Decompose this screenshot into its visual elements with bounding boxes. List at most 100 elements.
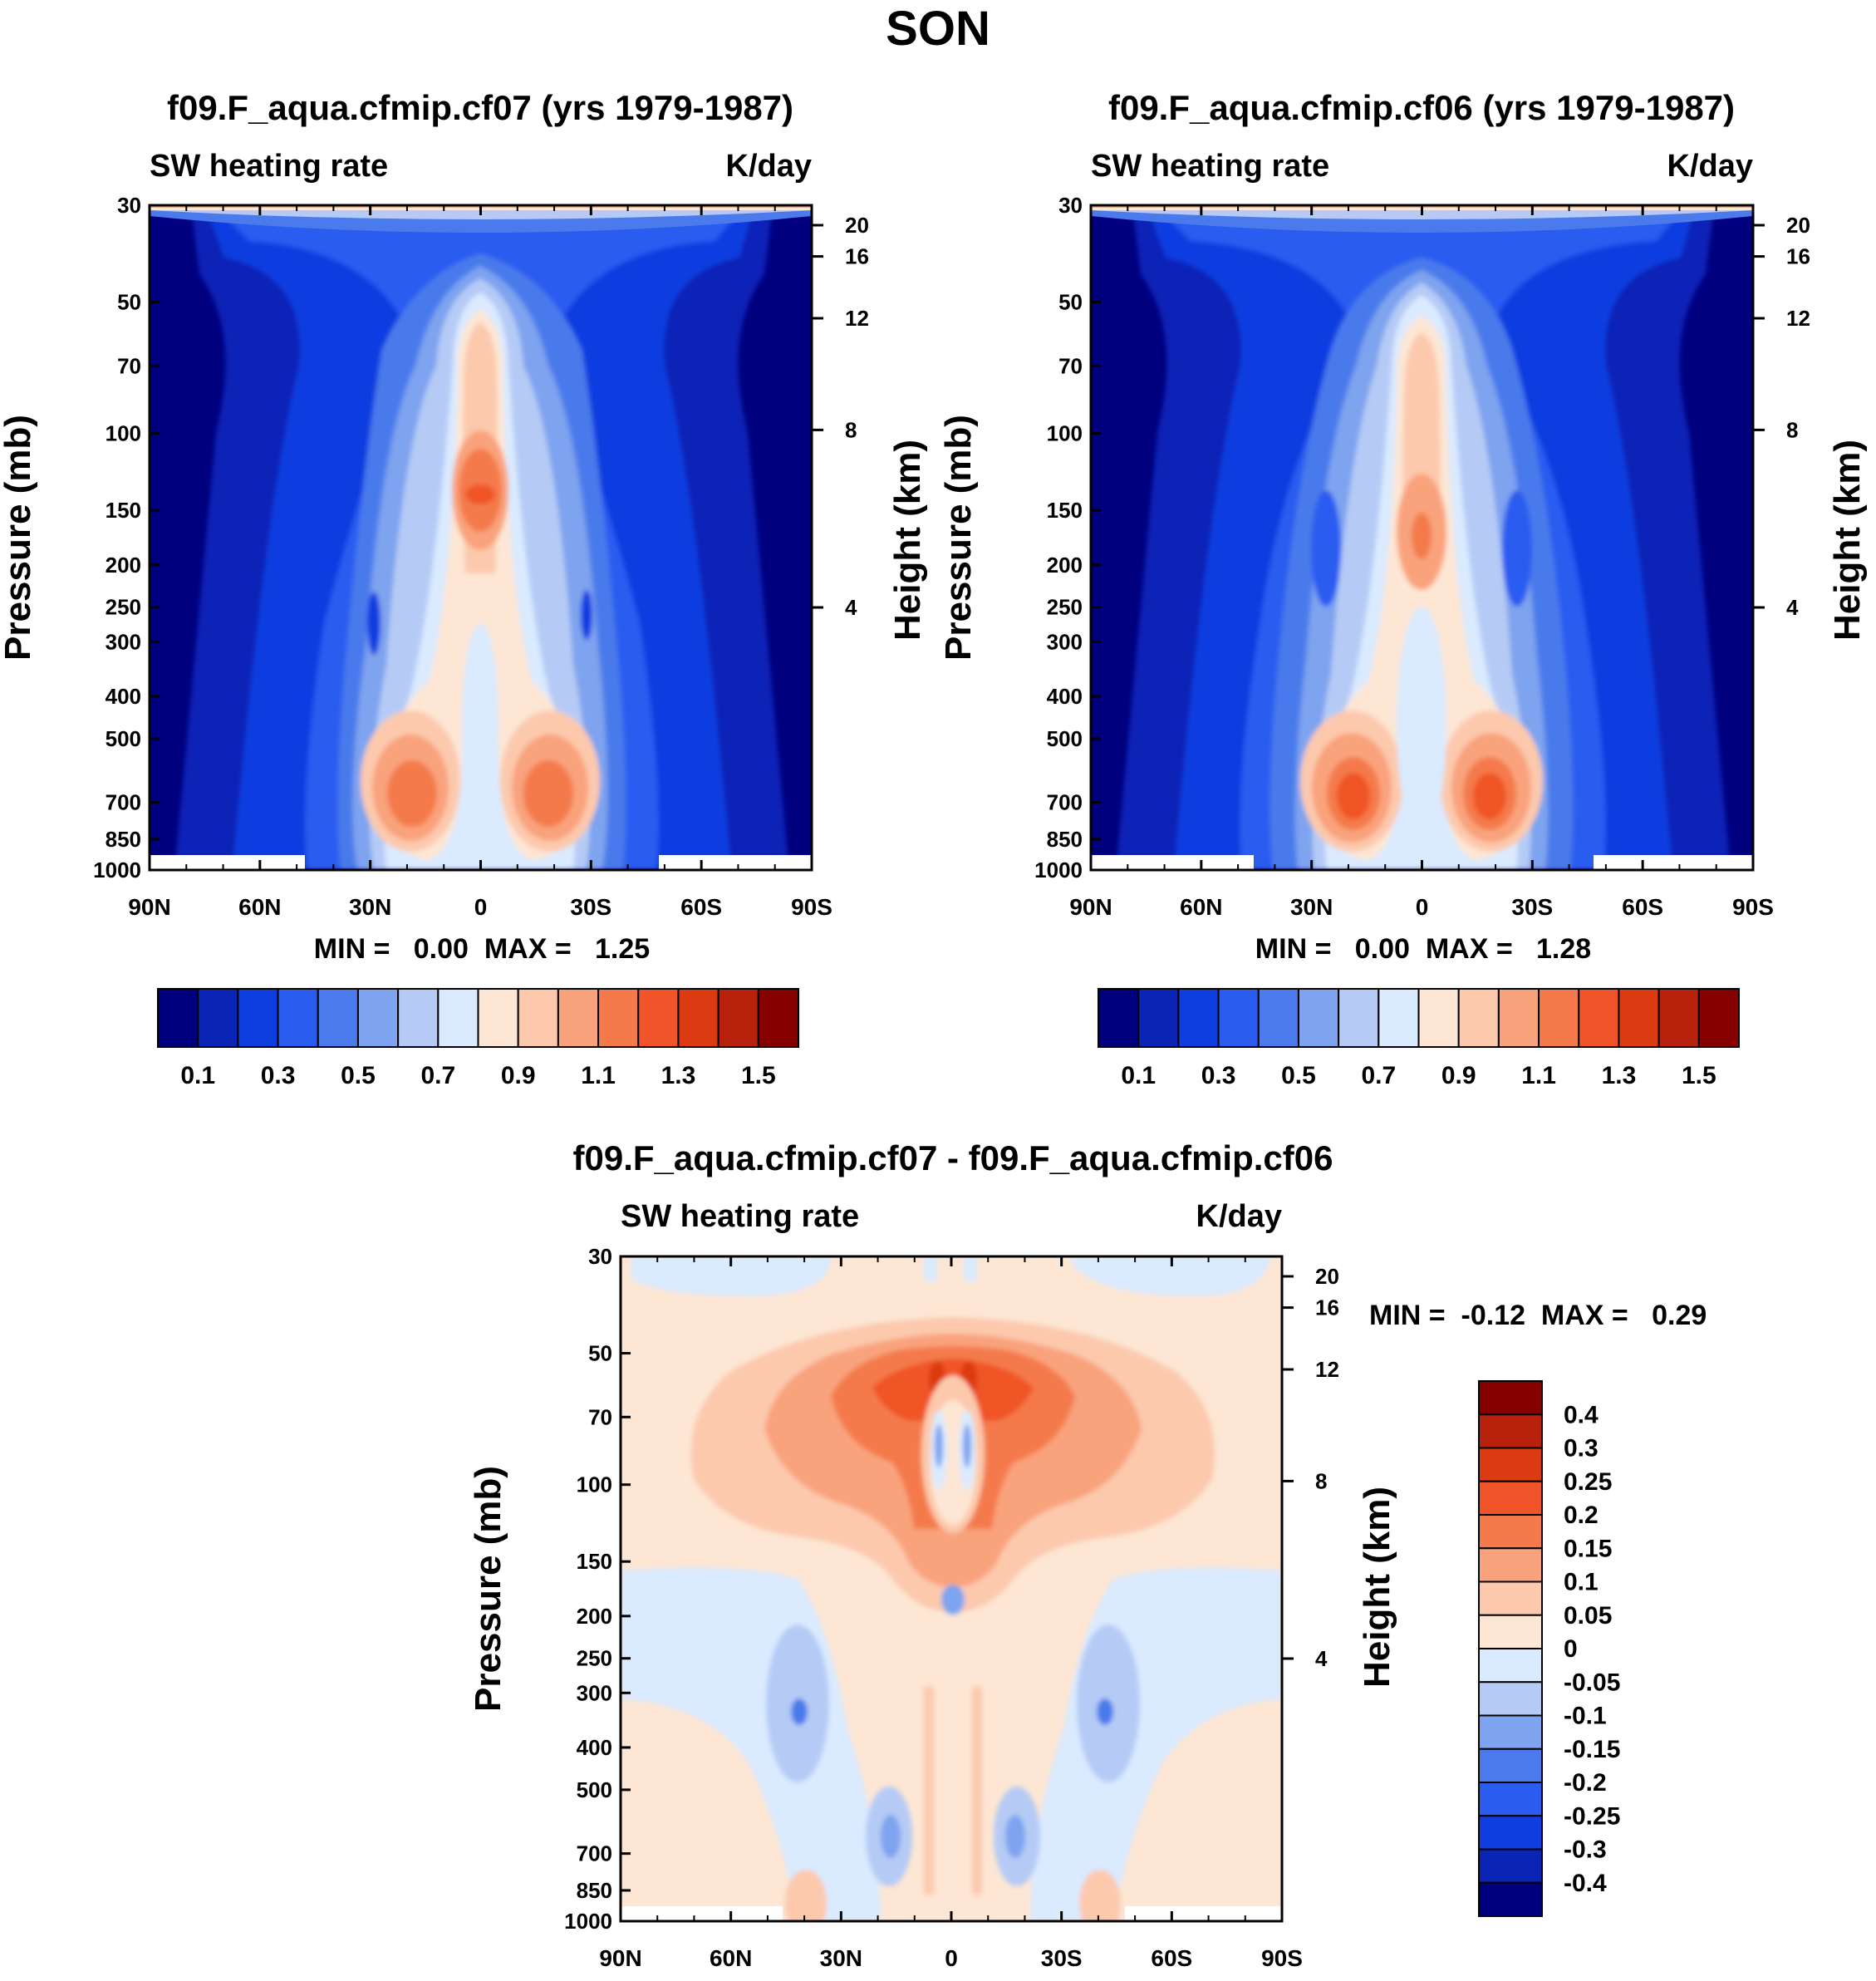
- panel-3-colorbar-swatch: [1478, 1380, 1543, 1416]
- panel-3-pressure-tick-label: 30: [588, 1244, 612, 1269]
- panel-2-colorbar-swatch: [1497, 988, 1540, 1048]
- panel-2-x-tick-label: 90S: [1732, 894, 1774, 920]
- panel-3-band-2: [1072, 1256, 1271, 1296]
- panel-1-plot-area: [150, 205, 812, 870]
- panel-1-colorbar-swatch: [677, 988, 719, 1048]
- panel-3-colorbar-swatch: [1478, 1681, 1543, 1717]
- panel-3-x-tick-label: 30N: [820, 1945, 862, 1971]
- panel-3-pressure-tick-label: 70: [588, 1404, 612, 1429]
- panel-3-core-15: [881, 1815, 901, 1858]
- panel-2-colorbar-label: 0.7: [1361, 1062, 1396, 1089]
- panel-3-colorbar-label: 0.4: [1564, 1401, 1599, 1428]
- panel-3-pressure-tick-label: 200: [577, 1604, 612, 1629]
- panel-2-colorbar-label: 1.5: [1682, 1062, 1716, 1089]
- panel-2-pressure-tick-label: 70: [1058, 353, 1083, 378]
- panel-2-x-tick-label: 0: [1416, 894, 1429, 920]
- panel-3-core-19: [941, 1585, 965, 1615]
- panel-2-colorbar-swatch: [1697, 988, 1740, 1048]
- panel-2-x-tick-label: 60S: [1622, 894, 1663, 920]
- panel-1-pressure-tick-label: 850: [106, 827, 141, 852]
- panel-3-height-tick-label: 12: [1315, 1357, 1339, 1382]
- panel-2-colorbar-label: 1.1: [1521, 1062, 1556, 1089]
- panel-2-surface-mask-left: [1092, 855, 1254, 870]
- panel-2-colorbar-swatch: [1657, 988, 1700, 1048]
- panel-1-axes: 30 50 70 100 150 200 250 300 400 500 700 850 1000 20 1…: [93, 193, 869, 920]
- panel-1-height-tick-label: 12: [845, 306, 869, 331]
- panel-1-title: f09.F_aqua.cfmip.cf07 (yrs 1979-1987): [167, 88, 793, 127]
- panel-2-core-13: [1502, 490, 1532, 607]
- panel-3-colorbar-label: 0.25: [1564, 1468, 1612, 1496]
- panel-2-pressure-tick-label: 850: [1047, 827, 1083, 852]
- panel-3-core-17: [785, 1870, 827, 1921]
- panel-1-pressure-tick-label: 1000: [93, 858, 141, 882]
- panel-1-x-tick-label: 60S: [680, 894, 722, 920]
- panel-1-core-6: [523, 760, 573, 827]
- panel-2-core-8: [1473, 773, 1506, 819]
- panel-2-pressure-tick-label: 500: [1047, 726, 1083, 751]
- panel-3-pressure-tick-label: 850: [577, 1878, 612, 1903]
- panel-2-colorbar-swatch: [1098, 988, 1140, 1048]
- panel-2-height-tick-label: 12: [1786, 306, 1810, 331]
- panel-3-field-label: SW heating rate: [621, 1199, 859, 1234]
- panel-3-band-1: [631, 1256, 831, 1296]
- panel-1-colorbar-swatch: [197, 988, 239, 1048]
- panel-3-colorbar-swatch: [1478, 1782, 1543, 1817]
- panel-2-pressure-tick-label: 400: [1047, 684, 1083, 709]
- panel-2-colorbar-swatch: [1378, 988, 1420, 1048]
- panel-1-colorbar-label: 0.9: [501, 1062, 536, 1089]
- panel-3-colorbar-label: -0.05: [1564, 1669, 1620, 1696]
- panel-3-core-11: [791, 1698, 808, 1725]
- panel-3: f09.F_aqua.cfmip.cf07 - f09.F_aqua.cfmip…: [468, 1138, 1707, 1971]
- panel-1-colorbar-swatch: [317, 988, 359, 1048]
- panel-1-colorbar-swatch: [237, 988, 279, 1048]
- panel-3-colorbar-label: -0.15: [1564, 1736, 1620, 1763]
- panel-2-height-tick-label: 16: [1786, 244, 1810, 269]
- panel-2-colorbar-swatch: [1297, 988, 1340, 1048]
- panel-2-axes: 30 50 70 100 150 200 250 300 400 500 700 850 1000 20 1…: [1034, 193, 1810, 920]
- panel-3-colorbar-swatch: [1478, 1881, 1543, 1917]
- panel-2-x-tick-label: 60N: [1180, 894, 1222, 920]
- panel-2-colorbar-swatch: [1618, 988, 1660, 1048]
- panel-1-core-11: [367, 592, 381, 655]
- panel-3-core-12: [1097, 1698, 1113, 1725]
- panel-3-pressure-tick-label: 300: [577, 1680, 612, 1705]
- panel-2-minmax: MIN = 0.00 MAX = 1.28: [1255, 933, 1591, 965]
- panel-3-colorbar-swatch: [1478, 1714, 1543, 1750]
- panel-3-band-4: [964, 1256, 977, 1281]
- panel-1-pressure-tick-label: 300: [106, 629, 141, 654]
- panel-3-title: f09.F_aqua.cfmip.cf07 - f09.F_aqua.cfmip…: [573, 1138, 1333, 1177]
- panel-3-colorbar-label: -0.1: [1564, 1703, 1607, 1730]
- panel-1-colorbar-swatch: [597, 988, 640, 1048]
- panel-3-height-tick-label: 20: [1315, 1264, 1339, 1289]
- panel-2-pressure-tick-label: 30: [1058, 193, 1083, 218]
- panel-2-pressure-tick-label: 300: [1047, 629, 1083, 654]
- panel-1-pressure-tick-label: 200: [106, 553, 141, 578]
- panel-2-x-tick-label: 30N: [1290, 894, 1333, 920]
- panel-1-colorbar-label: 0.3: [261, 1062, 296, 1089]
- panel-3-surface-mask-right: [1125, 1906, 1281, 1921]
- panel-3-band-3: [924, 1256, 937, 1281]
- panel-1-colorbar-label: 1.3: [661, 1062, 696, 1089]
- panel-2-plot-area: [1091, 205, 1753, 870]
- panel-2-ylabel: Pressure (mb): [938, 415, 979, 661]
- panel-3-height-tick-label: 4: [1315, 1646, 1328, 1671]
- panel-1-colorbar-label: 1.1: [581, 1062, 616, 1089]
- panel-2-pressure-tick-label: 50: [1058, 290, 1083, 315]
- panel-3-core-18: [1079, 1870, 1121, 1921]
- panel-1-core-9: [465, 484, 495, 504]
- panel-3-pressure-tick-label: 150: [577, 1549, 612, 1574]
- panel-1-pressure-tick-label: 250: [106, 595, 141, 620]
- panel-2-pressure-tick-label: 250: [1047, 595, 1083, 620]
- panel-3-ylabel: Pressure (mb): [468, 1466, 508, 1712]
- panel-2-pressure-tick-label: 150: [1047, 498, 1083, 523]
- panel-2-colorbar-swatch: [1177, 988, 1220, 1048]
- panel-1-colorbar-swatch: [637, 988, 680, 1048]
- panel-3-colorbar-label: -0.25: [1564, 1802, 1620, 1830]
- panel-3-colorbar-swatch: [1478, 1480, 1543, 1516]
- panel-1-colorbar-swatch: [356, 988, 400, 1048]
- panel-3-colorbar-swatch: [1478, 1447, 1543, 1482]
- panel-3-height-tick-label: 8: [1315, 1468, 1327, 1493]
- panel-2-colorbar-swatch: [1578, 988, 1620, 1048]
- panel-3-colorbar-swatch: [1478, 1413, 1543, 1449]
- panel-1-height-tick-label: 8: [845, 417, 857, 442]
